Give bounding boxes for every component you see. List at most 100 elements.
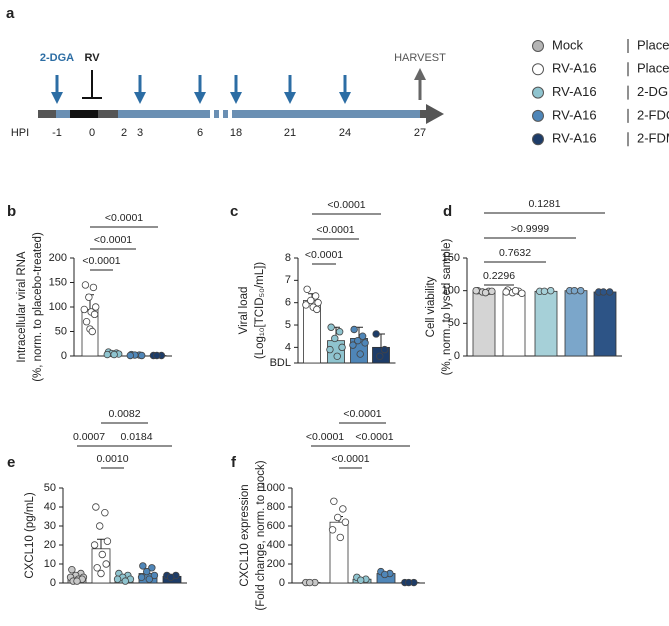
- data-point: [570, 286, 579, 295]
- data-point: [139, 562, 147, 570]
- data-point: [153, 351, 161, 360]
- y-tick-label: 4: [285, 341, 291, 353]
- data-point: [143, 567, 151, 576]
- p-value: <0.0001: [82, 255, 120, 267]
- p-value: <0.0001: [355, 431, 393, 443]
- legend-group: RV-A16: [552, 131, 597, 146]
- panel-letter: a: [6, 5, 15, 22]
- bar: [564, 290, 588, 357]
- legend-group: Mock: [552, 37, 584, 52]
- data-point: [137, 573, 146, 581]
- time-label: 6: [197, 127, 203, 139]
- panel-letter: e: [7, 454, 15, 471]
- data-point: [102, 560, 110, 568]
- data-point: [311, 292, 320, 300]
- legend-marker: [532, 109, 544, 122]
- y-tick-label: 0: [61, 350, 67, 362]
- data-point: [481, 288, 490, 297]
- data-point: [488, 287, 496, 296]
- y-tick-label: 0: [279, 577, 285, 589]
- legend-marker: [532, 63, 544, 76]
- p-value: <0.0001: [343, 408, 381, 420]
- data-point: [349, 341, 357, 349]
- data-point: [547, 286, 555, 295]
- data-point: [167, 573, 175, 581]
- y-axis-label: CXCL10 expression: [239, 484, 251, 586]
- data-point: [73, 577, 81, 585]
- data-point: [103, 537, 112, 545]
- legend-treatment: 2-DG: [637, 84, 668, 99]
- bar: [502, 291, 526, 357]
- y-tick-label: 6: [285, 297, 291, 309]
- p-value: <0.0001: [105, 212, 143, 224]
- time-label: -1: [52, 127, 62, 139]
- legend-group: RV-A16: [552, 107, 597, 122]
- y-axis-label: Cell viability: [425, 276, 437, 337]
- data-point: [313, 305, 321, 314]
- y-tick-label: 8: [285, 252, 291, 264]
- data-point: [68, 566, 76, 574]
- y-tick-label: 50: [55, 325, 67, 337]
- p-value: <0.0001: [306, 431, 344, 443]
- harvest-label: HARVEST: [394, 52, 446, 64]
- panel-letter: b: [7, 203, 16, 220]
- p-value: 0.0007: [73, 431, 105, 443]
- axis-label: HPI: [11, 127, 29, 139]
- data-point: [88, 327, 96, 336]
- bar: [534, 290, 558, 357]
- virus-label: RV: [84, 52, 100, 64]
- y-axis-label: (Fold change, norm. to mock): [255, 460, 267, 610]
- data-point: [103, 350, 111, 359]
- time-label: 3: [137, 127, 143, 139]
- data-point: [92, 303, 100, 311]
- data-point: [81, 281, 90, 289]
- data-point: [110, 350, 118, 359]
- data-point: [92, 503, 100, 511]
- data-point: [101, 509, 109, 517]
- data-point: [599, 288, 608, 296]
- data-point: [376, 352, 384, 360]
- data-point: [306, 578, 314, 587]
- p-value: <0.0001: [327, 199, 365, 211]
- data-point: [502, 288, 510, 296]
- time-label: 2: [121, 127, 127, 139]
- data-point: [511, 286, 520, 295]
- p-value: <0.0001: [305, 249, 343, 261]
- data-point: [90, 310, 99, 319]
- data-point: [85, 293, 93, 301]
- y-tick-label: 40: [44, 501, 56, 513]
- data-point: [335, 328, 344, 336]
- y-tick-label: 50: [448, 317, 460, 329]
- data-point: [126, 351, 134, 360]
- data-point: [150, 571, 159, 580]
- legend-marker: [532, 86, 544, 99]
- y-tick-label: 20: [44, 539, 56, 551]
- p-value: 0.2296: [483, 270, 515, 282]
- data-point: [96, 522, 104, 530]
- data-point: [472, 286, 480, 295]
- data-point: [357, 576, 365, 584]
- data-point: [336, 533, 344, 542]
- y-tick-label: 5: [285, 319, 291, 331]
- y-tick-label: 150: [442, 252, 460, 264]
- legend-treatment: 2-FDG: [637, 107, 669, 122]
- y-tick-label: 200: [49, 252, 67, 264]
- p-value: 0.7632: [499, 247, 531, 259]
- y-axis-label: (Log₁₀[TCID₅₀/mL]): [254, 262, 266, 359]
- data-point: [80, 305, 88, 314]
- data-point: [328, 526, 337, 534]
- y-tick-label: 600: [267, 520, 285, 532]
- legend-marker: [532, 133, 544, 146]
- panel-letter: c: [230, 203, 238, 220]
- data-point: [518, 289, 526, 297]
- legend-group: RV-A16: [552, 84, 597, 99]
- bar: [472, 290, 496, 357]
- data-point: [302, 301, 310, 309]
- p-value: <0.0001: [331, 453, 369, 465]
- data-point: [148, 564, 156, 572]
- data-point: [606, 288, 614, 296]
- data-point: [540, 287, 549, 296]
- data-point: [381, 570, 389, 579]
- data-point: [338, 343, 346, 352]
- data-point: [341, 518, 350, 526]
